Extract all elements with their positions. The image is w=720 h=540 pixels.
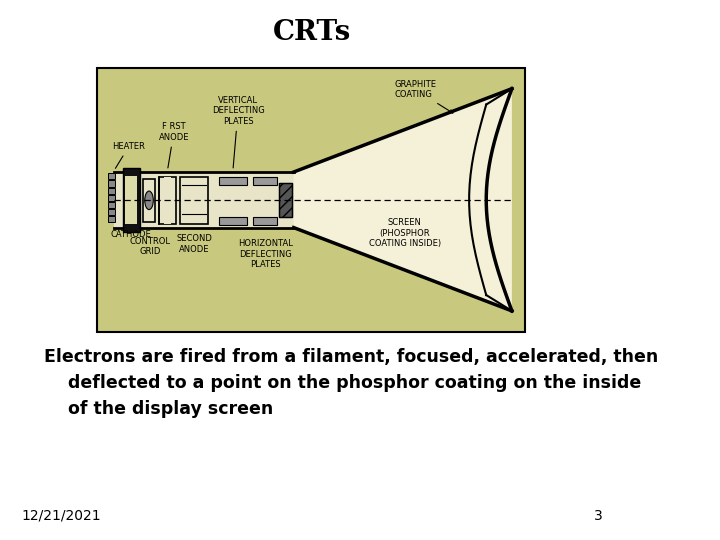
Bar [107, 195, 115, 201]
Text: CATHODE: CATHODE [111, 230, 151, 239]
Bar [164, 177, 171, 224]
Ellipse shape [145, 191, 153, 210]
Bar [159, 177, 176, 224]
Bar [107, 209, 115, 215]
Bar [125, 176, 137, 224]
Text: HEATER: HEATER [112, 142, 145, 168]
Text: 12/21/2021: 12/21/2021 [22, 509, 102, 523]
Text: SECOND
ANODE: SECOND ANODE [176, 234, 212, 254]
Bar [180, 177, 208, 224]
Text: F RST
ANODE: F RST ANODE [158, 122, 189, 168]
Bar [107, 202, 115, 208]
Text: SCREEN
(PHOSPHOR
COATING INSIDE): SCREEN (PHOSPHOR COATING INSIDE) [369, 218, 441, 248]
Bar [123, 168, 140, 232]
Bar [279, 183, 292, 217]
Text: HORIZONTAL
DEFLECTING
PLATES: HORIZONTAL DEFLECTING PLATES [238, 240, 293, 269]
Text: 3: 3 [594, 509, 603, 523]
Bar [279, 183, 292, 217]
Text: GRAPHITE
COATING: GRAPHITE COATING [395, 80, 453, 113]
Bar [219, 177, 246, 185]
Bar [107, 180, 115, 186]
Text: VERTICAL
DEFLECTING
PLATES: VERTICAL DEFLECTING PLATES [212, 96, 264, 168]
Text: deflected to a point on the phosphor coating on the inside: deflected to a point on the phosphor coa… [44, 374, 641, 392]
Text: Electrons are fired from a filament, focused, accelerated, then: Electrons are fired from a filament, foc… [44, 348, 658, 366]
Bar [114, 172, 294, 227]
Text: CONTROL
GRID: CONTROL GRID [130, 237, 171, 256]
Bar [219, 217, 246, 225]
Bar [253, 177, 276, 185]
Polygon shape [294, 89, 512, 311]
Bar [96, 68, 525, 332]
Bar [143, 179, 155, 222]
Text: of the display screen: of the display screen [44, 400, 273, 418]
Bar [107, 173, 115, 179]
Bar [107, 216, 115, 222]
Text: CRTs: CRTs [273, 19, 351, 46]
Bar [107, 187, 115, 194]
Bar [253, 217, 276, 225]
